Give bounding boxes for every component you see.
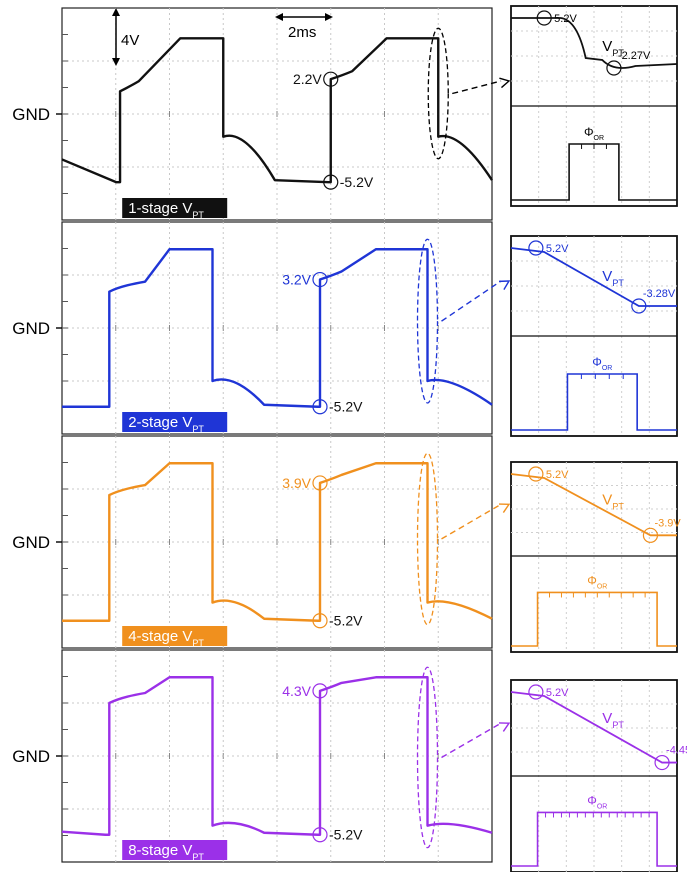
inset-top-marker	[528, 240, 544, 256]
low-value-label: -5.2V	[340, 174, 374, 190]
zoom-ellipse	[416, 238, 439, 404]
low-value-label: -5.2V	[329, 399, 363, 415]
inset-top-value: 5.2V	[546, 469, 569, 481]
zoom-connector	[452, 80, 502, 95]
inset-vpt-label: VPT	[602, 710, 624, 730]
stage-label-box	[122, 412, 228, 432]
stage-label: 1-stage VPT	[128, 200, 204, 220]
inset-vpt-label: VPT	[602, 38, 624, 58]
horizontal-scale-arrowhead-left	[275, 13, 283, 21]
scale-markers: 4V 2ms	[112, 8, 333, 66]
inset-top-marker	[536, 10, 552, 26]
inset-top-marker	[528, 684, 544, 700]
waveform-trace	[61, 37, 494, 184]
inset-bottom-marker	[654, 754, 670, 771]
zoom-connector-arrowhead	[499, 77, 511, 89]
inset-bottom-value: -3.9V	[654, 517, 681, 529]
inset-bottom-value: -2.27V	[618, 50, 651, 62]
low-value-label: -5.2V	[329, 613, 363, 629]
phi-pulse	[511, 811, 677, 867]
phi-pulse	[511, 373, 677, 431]
inset-vpt-label: VPT	[602, 268, 624, 288]
phi-label: ΦOR	[592, 355, 612, 372]
vertical-scale-arrowhead-down	[112, 58, 120, 66]
waveform-trace	[61, 676, 493, 836]
panel-3: GND 3.9V -5.2V 4-stage VPT	[12, 435, 493, 649]
gnd-label: GND	[12, 105, 50, 124]
high-value-marker	[323, 71, 339, 87]
gnd-label: GND	[12, 533, 50, 552]
zoom-connector	[441, 280, 502, 322]
high-value-marker	[312, 683, 328, 699]
high-value-marker	[312, 475, 328, 491]
inset-trace	[511, 17, 678, 69]
high-value-label: 4.3V	[282, 683, 311, 699]
inset-trace	[510, 473, 677, 537]
waveform-trace	[62, 248, 493, 408]
inset-bottom-marker	[606, 60, 622, 76]
gnd-label: GND	[12, 319, 50, 338]
stage-label-box	[122, 840, 228, 860]
main-panels: GND 2.2V -5.2V 1-stage VPT GND 3.2V -5.2V 2-sta…	[12, 7, 494, 863]
stage-label: 4-stage VPT	[128, 628, 204, 648]
vertical-scale-arrowhead-up	[112, 8, 120, 16]
phi-label: ΦOR	[587, 793, 607, 810]
panel-1: GND 2.2V -5.2V 1-stage VPT	[12, 7, 494, 221]
zoom-connector-arrowhead	[498, 722, 511, 732]
panel-4: GND 4.3V -5.2V 8-stage VPT	[12, 649, 493, 863]
inset-bottom-marker	[642, 527, 659, 543]
zoom-ellipse	[416, 452, 439, 626]
waveform-trace	[62, 462, 493, 622]
inset-top-value: 5.2V	[546, 687, 569, 699]
zoom-ellipse	[416, 666, 439, 849]
low-value-marker	[323, 174, 339, 190]
low-value-marker	[312, 399, 328, 415]
stage-label-box	[122, 198, 228, 218]
phi-label: ΦOR	[587, 573, 607, 590]
horizontal-scale-label: 2ms	[288, 24, 316, 41]
low-value-label: -5.2V	[329, 827, 363, 843]
inset-top-value: 5.2V	[546, 243, 569, 255]
zoom-connector-arrowhead	[498, 503, 511, 513]
low-value-marker	[312, 827, 328, 843]
inset-top-value: 5.2V	[554, 13, 577, 25]
inset-bottom-value: -3.28V	[643, 288, 676, 300]
inset-vpt-label: VPT	[602, 491, 624, 511]
stage-label-box	[122, 626, 228, 646]
inset-bottom-marker	[631, 298, 647, 314]
stage-label: 2-stage VPT	[128, 414, 204, 434]
inset-panels: 5.2V-2.27VVPTΦOR5.2V-3.28VVPTΦOR5.2V-3.9…	[441, 5, 687, 872]
horizontal-scale-arrowhead-right	[325, 13, 333, 21]
low-value-marker	[312, 613, 328, 629]
high-value-label: 3.2V	[282, 272, 311, 288]
inset-4: 5.2V -4.45V VPT ΦOR	[441, 679, 687, 872]
zoom-ellipse	[427, 27, 449, 160]
panel-2: GND 3.2V -5.2V 2-stage VPT	[12, 221, 493, 435]
high-value-marker	[312, 271, 328, 288]
zoom-connector-arrowhead	[498, 280, 511, 290]
inset-bottom-value: -4.45V	[666, 745, 687, 757]
inset-top-marker	[528, 466, 544, 482]
phi-label: ΦOR	[584, 125, 604, 142]
inset-trace	[510, 247, 677, 307]
gnd-label: GND	[12, 747, 50, 766]
inset-3: 5.2V -3.9V VPT ΦOR	[441, 461, 681, 653]
inset-2: 5.2V -3.28V VPT ΦOR	[441, 235, 678, 437]
zoom-connector	[441, 722, 502, 759]
high-value-label: 2.2V	[293, 71, 322, 87]
vertical-scale-label: 4V	[121, 32, 139, 49]
stage-label: 8-stage VPT	[128, 842, 204, 862]
high-value-label: 3.9V	[282, 475, 311, 491]
zoom-connector	[441, 503, 502, 540]
